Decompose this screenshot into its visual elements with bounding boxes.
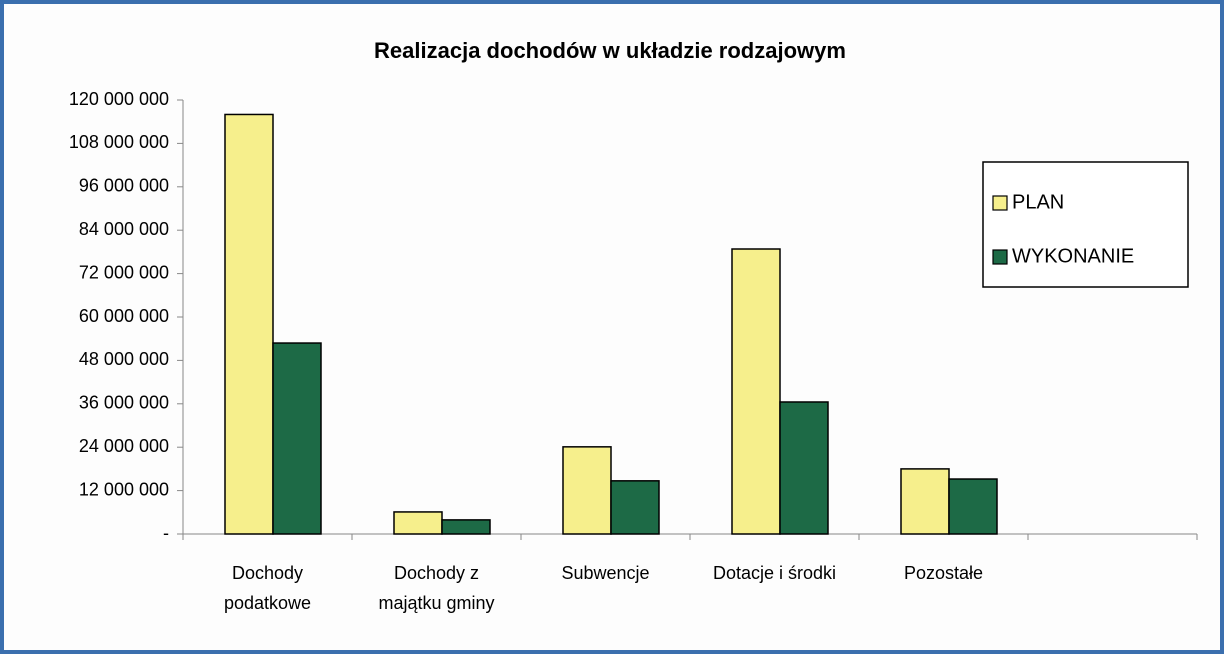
y-tick-label: 24 000 000 [79, 436, 169, 456]
bar [393, 511, 443, 535]
y-tick-label: 120 000 000 [69, 89, 169, 109]
bar [562, 446, 612, 535]
y-tick-label: 72 000 000 [79, 262, 169, 282]
y-tick-label: 48 000 000 [79, 349, 169, 369]
y-tick-label: 108 000 000 [69, 132, 169, 152]
bar [224, 113, 274, 535]
bar [610, 480, 660, 535]
x-tick-label: majątku gminy [378, 593, 494, 613]
legend-box [982, 161, 1189, 288]
x-tick-label: Pozostałe [904, 563, 983, 583]
chart-title: Realizacja dochodów w układzie rodzajowy… [374, 38, 846, 63]
bar [779, 401, 829, 535]
bar [900, 468, 950, 535]
bar [272, 342, 322, 535]
bar [731, 248, 781, 535]
x-tick-label: Dotacje i środki [713, 563, 836, 583]
legend-label: PLAN [1012, 191, 1064, 213]
legend-label: WYKONANIE [1012, 245, 1134, 267]
bar [441, 519, 491, 535]
legend-swatch [992, 249, 1008, 265]
y-tick-label: 12 000 000 [79, 479, 169, 499]
y-tick-label: 84 000 000 [79, 219, 169, 239]
y-tick-label: - [163, 523, 169, 543]
y-tick-label: 60 000 000 [79, 306, 169, 326]
x-tick-label: Dochody [232, 563, 303, 583]
legend-swatch [992, 195, 1008, 211]
bar [948, 478, 998, 535]
x-tick-label: Dochody z [394, 563, 479, 583]
y-tick-label: 36 000 000 [79, 393, 169, 413]
x-tick-label: Subwencje [561, 563, 649, 583]
y-tick-label: 96 000 000 [79, 176, 169, 196]
x-tick-label: podatkowe [224, 593, 311, 613]
